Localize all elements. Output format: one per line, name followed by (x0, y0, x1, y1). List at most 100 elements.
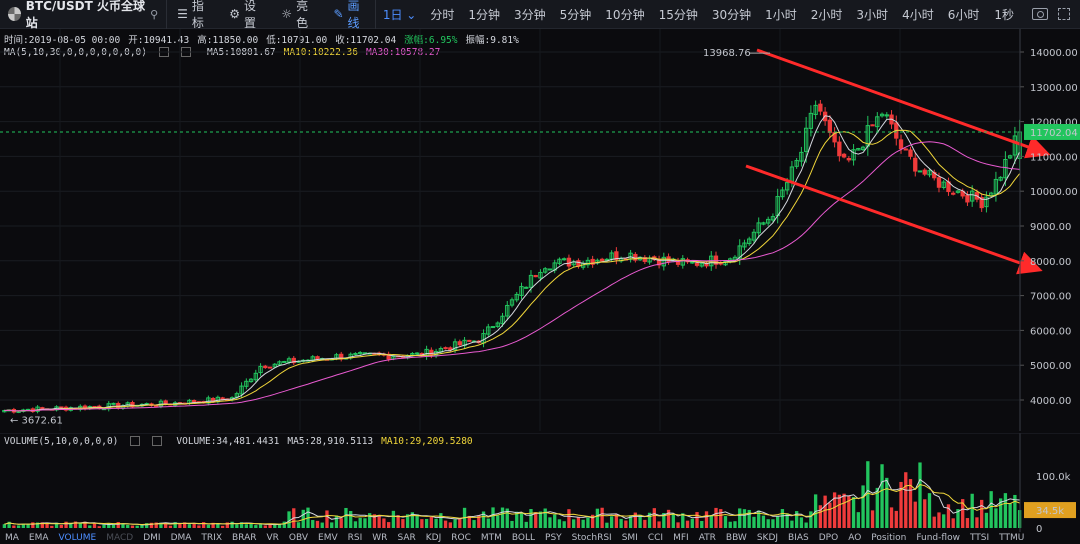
indicator-tab[interactable]: Position (871, 533, 907, 543)
indicator-tab[interactable]: VOLUME (58, 533, 97, 543)
indicator-tab[interactable]: MFI (673, 533, 689, 543)
indicator-tab[interactable]: MACD (106, 533, 134, 543)
candle-body (870, 124, 875, 127)
price-chart[interactable]: 14000.00 13000.00 12000.00 11000.00 10000.00… (0, 29, 1080, 431)
volume-bar (619, 518, 623, 528)
period-tab[interactable]: 2小时 (810, 7, 843, 22)
volume-bars (2, 461, 1022, 528)
indicator-tab[interactable]: RSI (347, 533, 363, 543)
theme-label: 亮色 (296, 0, 309, 30)
indicator-tab[interactable]: SAR (397, 533, 416, 543)
indicator-tab[interactable]: KDJ (425, 533, 442, 543)
indicator-tab[interactable]: DPO (818, 533, 839, 543)
candle-body (680, 258, 685, 266)
indicator-tab[interactable]: StochRSI (571, 533, 612, 543)
volume-bar (225, 522, 230, 528)
period-tab[interactable]: 5分钟 (559, 7, 592, 22)
volume-bar (107, 523, 111, 528)
period-tab[interactable]: 30分钟 (711, 7, 752, 22)
indicator-tab[interactable]: WR (372, 533, 388, 543)
volume-bar (557, 519, 562, 528)
search-icon[interactable]: ⚲ (150, 7, 159, 21)
indicator-tab[interactable]: EMA (28, 533, 49, 543)
volume-bar (182, 522, 187, 528)
price-tick-label: 5000.00 (1030, 361, 1071, 372)
indicators-button[interactable]: ☰ 指标 (167, 0, 219, 30)
indicator-tab[interactable]: Fund-flow (916, 533, 960, 543)
indicator-tab[interactable]: VR (266, 533, 279, 543)
volume-bar (614, 514, 619, 528)
ma10-line (4, 129, 1020, 412)
candle-body (642, 257, 647, 262)
draw-button[interactable]: ✎ 画线 (323, 0, 375, 30)
volume-close-icon[interactable] (152, 436, 163, 446)
candle-body (248, 378, 254, 383)
indicator-tab[interactable]: AO (848, 533, 862, 543)
indicator-tab[interactable]: EMV (318, 533, 338, 543)
indicator-tab[interactable]: SMI (621, 533, 638, 543)
volume-bar (372, 514, 377, 528)
indicator-tab[interactable]: DMI (143, 533, 161, 543)
candle-body (998, 176, 1003, 181)
period-tab[interactable]: 3小时 (856, 7, 889, 22)
period-tab[interactable]: 6小时 (947, 7, 980, 22)
indicator-tab[interactable]: BIAS (788, 533, 809, 543)
price-tick-label: 4000.00 (1030, 396, 1071, 407)
fullscreen-icon[interactable] (1058, 8, 1070, 20)
period-tab[interactable]: 15分钟 (658, 7, 698, 22)
volume-bar (31, 522, 35, 528)
indicator-tab[interactable]: TRIX (201, 533, 222, 543)
indicator-tab[interactable]: ROC (451, 533, 471, 543)
volume-bar (510, 520, 514, 528)
candle-body (690, 261, 695, 264)
volume-bar (458, 518, 462, 528)
candle-body (467, 339, 472, 342)
indicator-tab[interactable]: BRAR (232, 533, 257, 543)
indicator-tab[interactable]: SKDJ (756, 533, 779, 543)
refresh-interval[interactable]: 1秒 (994, 7, 1014, 22)
indicator-tab[interactable]: ATR (698, 533, 716, 543)
volume-chart[interactable]: 100.0k 0 34.5k (0, 433, 1080, 532)
period-tab[interactable]: 分时 (430, 7, 455, 22)
indicator-tab[interactable]: MTM (480, 533, 502, 543)
indicator-tab[interactable]: CCI (647, 533, 664, 543)
volume-bar (467, 515, 471, 528)
volume-bar (728, 521, 732, 528)
volume-tick-label: 100.0k (1036, 472, 1071, 483)
candle-body (984, 196, 989, 208)
period-tab[interactable]: 4小时 (902, 7, 934, 22)
indicator-tab[interactable]: BOLL (511, 533, 536, 543)
period-tab[interactable]: 10分钟 (605, 7, 645, 22)
symbol-selector[interactable]: BTC/USDT 火币全球站 ⚲ (0, 0, 168, 30)
volume-current-tag (1024, 502, 1076, 519)
candle-body (970, 190, 975, 202)
indicator-tab[interactable]: MA (5, 533, 19, 543)
volume-bar (780, 509, 785, 528)
lower-trend-arrow (745, 164, 1043, 275)
period-tab[interactable]: 1分钟 (468, 7, 501, 22)
indicator-tab[interactable]: TTMU (999, 533, 1025, 543)
settings-label: 设置 (244, 0, 257, 30)
indicator-tab[interactable]: DMA (170, 533, 192, 543)
volume-bar (690, 518, 694, 528)
period-tab[interactable]: 3分钟 (514, 7, 546, 22)
volume-bar (301, 509, 305, 528)
volume-bar (709, 515, 713, 528)
volume-bar (866, 461, 870, 528)
indicator-tab[interactable]: BBW (725, 533, 747, 543)
camera-icon[interactable] (1032, 8, 1048, 20)
period-tab[interactable]: 1日 ⌄ (382, 7, 417, 22)
settings-button[interactable]: ⚙ 设置 (219, 0, 271, 30)
candle-body (154, 405, 159, 408)
exchange-logo-icon (8, 7, 21, 21)
trend-arrows (745, 48, 1051, 275)
period-tab[interactable]: 1小时 (765, 7, 797, 22)
indicator-tab[interactable]: PSY (545, 533, 562, 543)
volume-settings-icon[interactable] (130, 436, 141, 446)
theme-button[interactable]: ☼ 亮色 (271, 0, 323, 30)
indicator-tab[interactable]: OBV (288, 533, 309, 543)
volume-bar (538, 511, 543, 528)
indicator-tab[interactable]: TTSI (969, 533, 990, 543)
volume-bar (54, 522, 59, 528)
volume-bar (145, 523, 149, 528)
